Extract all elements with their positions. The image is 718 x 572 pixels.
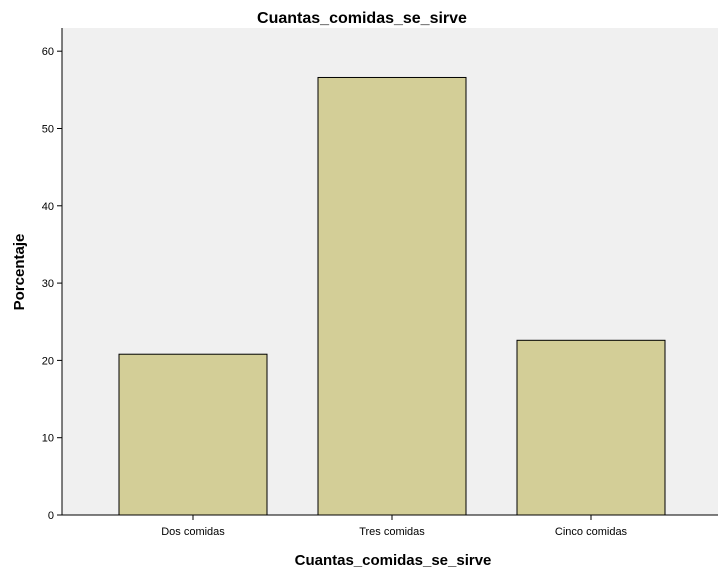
bar (516, 339, 666, 516)
y-tick-label: 50 (42, 123, 54, 135)
bars-group (118, 76, 666, 516)
x-tick-label: Dos comidas (161, 526, 225, 538)
bar (118, 353, 268, 516)
y-tick-label: 60 (42, 46, 54, 58)
y-axis-label: Porcentaje (11, 234, 28, 311)
x-tick-label: Cinco comidas (555, 526, 628, 538)
y-tick-label: 40 (42, 201, 54, 213)
bar (317, 76, 467, 516)
y-tick-label: 0 (48, 510, 54, 522)
y-tick-label: 20 (42, 355, 54, 367)
x-axis: Dos comidas Tres comidas Cinco comidas (62, 514, 718, 538)
y-tick-label: 10 (42, 433, 54, 445)
y-axis: 0 10 20 30 40 50 60 (42, 28, 63, 522)
chart-title: Cuantas_comidas_se_sirve (257, 10, 467, 27)
x-axis-label: Cuantas_comidas_se_sirve (295, 552, 492, 569)
x-tick-label: Tres comidas (359, 526, 425, 538)
y-tick-label: 30 (42, 278, 54, 290)
